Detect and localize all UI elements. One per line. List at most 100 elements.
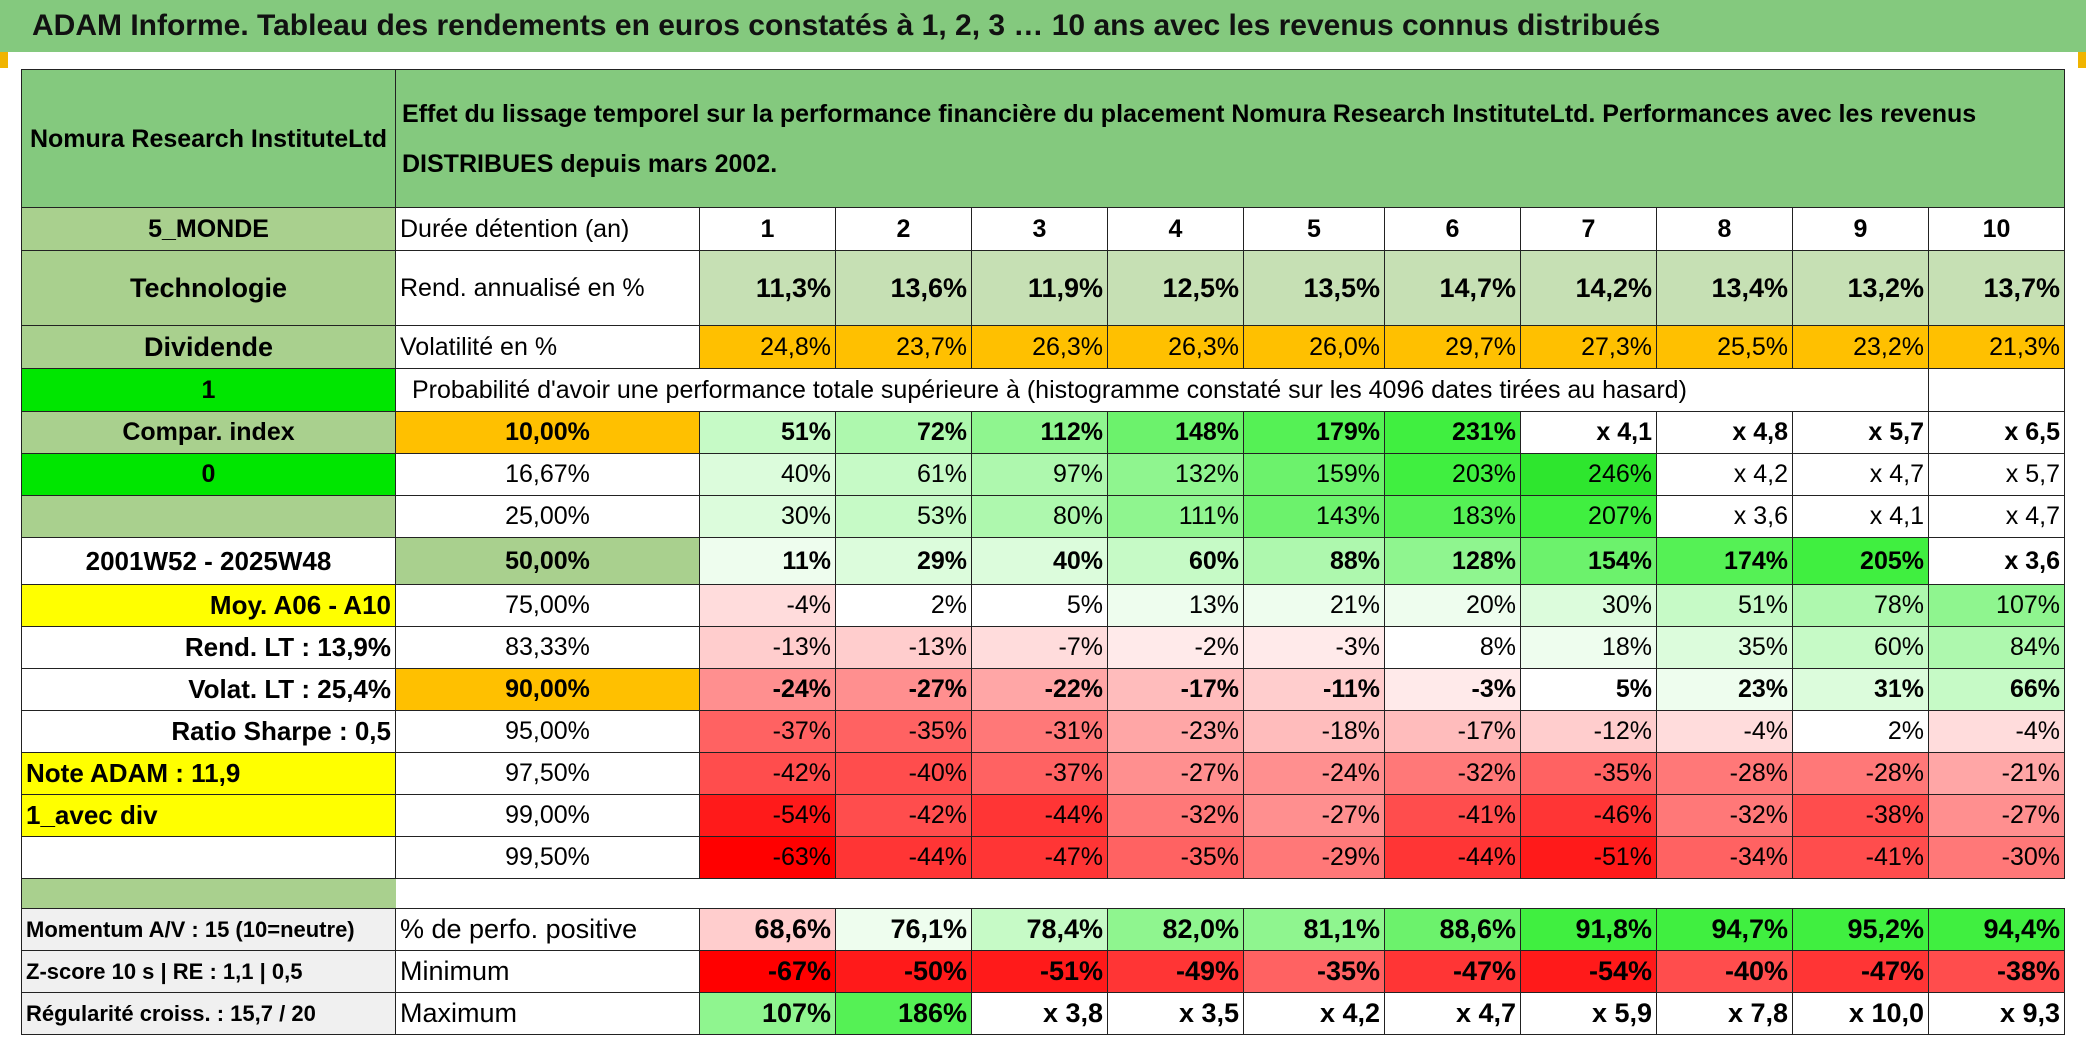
probability-value: 2% xyxy=(835,584,972,627)
probability-value: 51% xyxy=(699,411,836,454)
rend-value: 12,5% xyxy=(1107,250,1244,326)
probability-value: -29% xyxy=(1243,836,1385,879)
probability-value: 11% xyxy=(699,537,836,585)
probability-value: x 5,7 xyxy=(1928,453,2065,496)
probability-value: -32% xyxy=(1384,752,1521,795)
volatility-value: 21,3% xyxy=(1928,325,2065,369)
probability-value: -46% xyxy=(1520,794,1657,837)
probability-value: 40% xyxy=(971,537,1108,585)
duration-year: 2 xyxy=(835,207,972,251)
probability-value: x 4,8 xyxy=(1656,411,1793,454)
volatility-value: 23,7% xyxy=(835,325,972,369)
probability-value: -40% xyxy=(835,752,972,795)
probability-value: 203% xyxy=(1384,453,1521,496)
param-cell-2[interactable]: 0 xyxy=(21,453,396,496)
probability-value: -4% xyxy=(1656,710,1793,753)
probability-value: -44% xyxy=(1384,836,1521,879)
probability-value: x 4,7 xyxy=(1792,453,1929,496)
indicator-label: Régularité croiss. : 15,7 / 20 xyxy=(21,992,396,1035)
separator-row xyxy=(21,878,2065,909)
probability-value: x 4,7 xyxy=(1928,495,2065,538)
probability-value: 13% xyxy=(1107,584,1244,627)
probability-value: 51% xyxy=(1656,584,1793,627)
stat-value: -47% xyxy=(1792,950,1929,993)
param-cell-1[interactable]: 1 xyxy=(21,368,396,412)
probability-value: 23% xyxy=(1656,668,1793,711)
volatility-value: 26,0% xyxy=(1243,325,1385,369)
probability-value: 78% xyxy=(1792,584,1929,627)
rend-value: 14,2% xyxy=(1520,250,1657,326)
probability-value: -22% xyxy=(971,668,1108,711)
probability-value: 207% xyxy=(1520,495,1657,538)
stat-value: -47% xyxy=(1384,950,1521,993)
probability-value: -17% xyxy=(1384,710,1521,753)
probability-threshold: 95,00% xyxy=(395,710,700,753)
probability-value: 80% xyxy=(971,495,1108,538)
probability-value: 30% xyxy=(1520,584,1657,627)
sharpe-ratio: Ratio Sharpe : 0,5 xyxy=(21,710,396,753)
adam-score: Note ADAM : 11,9 xyxy=(21,752,396,795)
probability-value: -35% xyxy=(835,710,972,753)
table-row: 25,00% 30% 53% 80% 111% 143% 183% 207% x 3,6 x 4,… xyxy=(21,495,2065,538)
probability-value: x 4,1 xyxy=(1520,411,1657,454)
volatility-value: 26,3% xyxy=(971,325,1108,369)
probability-value: -54% xyxy=(699,794,836,837)
empty-cell xyxy=(21,836,396,879)
probability-value: -4% xyxy=(699,584,836,627)
probability-value: 148% xyxy=(1107,411,1244,454)
probability-value: -27% xyxy=(1243,794,1385,837)
probability-value: 111% xyxy=(1107,495,1244,538)
probability-value: 60% xyxy=(1792,626,1929,669)
probability-value: -27% xyxy=(1928,794,2065,837)
probability-value: 205% xyxy=(1792,537,1929,585)
probability-value: 40% xyxy=(699,453,836,496)
probability-value: 61% xyxy=(835,453,972,496)
probability-threshold: 83,33% xyxy=(395,626,700,669)
probability-value: 8% xyxy=(1384,626,1521,669)
probability-value: -42% xyxy=(835,794,972,837)
rend-value: 11,9% xyxy=(971,250,1108,326)
probability-value: 159% xyxy=(1243,453,1385,496)
stat-value: x 3,8 xyxy=(971,992,1108,1035)
empty-cell xyxy=(1928,368,2065,412)
separator-cell xyxy=(396,879,2065,909)
probability-value: 18% xyxy=(1520,626,1657,669)
probability-value: x 4,1 xyxy=(1792,495,1929,538)
stat-value: 94,7% xyxy=(1656,908,1793,951)
probability-value: 66% xyxy=(1928,668,2065,711)
probability-value: -35% xyxy=(1107,836,1244,879)
indicator-label: Momentum A/V : 15 (10=neutre) xyxy=(21,908,396,951)
duration-label: Durée détention (an) xyxy=(395,207,700,251)
stat-value: x 9,3 xyxy=(1928,992,2065,1035)
probability-value: 154% xyxy=(1520,537,1657,585)
long-term-return: Rend. LT : 13,9% xyxy=(21,626,396,669)
probability-value: -3% xyxy=(1243,626,1385,669)
stat-value: x 3,5 xyxy=(1107,992,1244,1035)
probability-value: -44% xyxy=(971,794,1108,837)
volatility-value: 27,3% xyxy=(1520,325,1657,369)
table-row: Régularité croiss. : 15,7 / 20 Maximum 107… xyxy=(21,992,2065,1035)
row-label: % de perfo. positive xyxy=(395,908,700,951)
long-term-volatility: Volat. LT : 25,4% xyxy=(21,668,396,711)
table-row: Momentum A/V : 15 (10=neutre)% de perfo.… xyxy=(21,908,2065,951)
probability-value: -38% xyxy=(1792,794,1929,837)
probability-value: -24% xyxy=(699,668,836,711)
probability-value: 112% xyxy=(971,411,1108,454)
probability-value: 35% xyxy=(1656,626,1793,669)
stat-value: x 7,8 xyxy=(1656,992,1793,1035)
stat-value: -51% xyxy=(971,950,1108,993)
probability-value: 31% xyxy=(1792,668,1929,711)
probability-value: -7% xyxy=(971,626,1108,669)
probability-value: 5% xyxy=(1520,668,1657,711)
volatility-value: 29,7% xyxy=(1384,325,1521,369)
table-description: Effet du lissage temporel sur la perform… xyxy=(395,69,2065,208)
zone-label: 5_MONDE xyxy=(21,207,396,251)
row-label: Minimum xyxy=(395,950,700,993)
stat-value: 81,1% xyxy=(1243,908,1385,951)
probability-value: 179% xyxy=(1243,411,1385,454)
stat-value: 186% xyxy=(835,992,972,1035)
probability-value: -24% xyxy=(1243,752,1385,795)
table-row: 99,50% -63% -44% -47% -35% -29% -44% -51% -34% -4… xyxy=(21,836,2065,879)
dividend-mode: 1_avec div xyxy=(21,794,396,837)
stat-value: -49% xyxy=(1107,950,1244,993)
